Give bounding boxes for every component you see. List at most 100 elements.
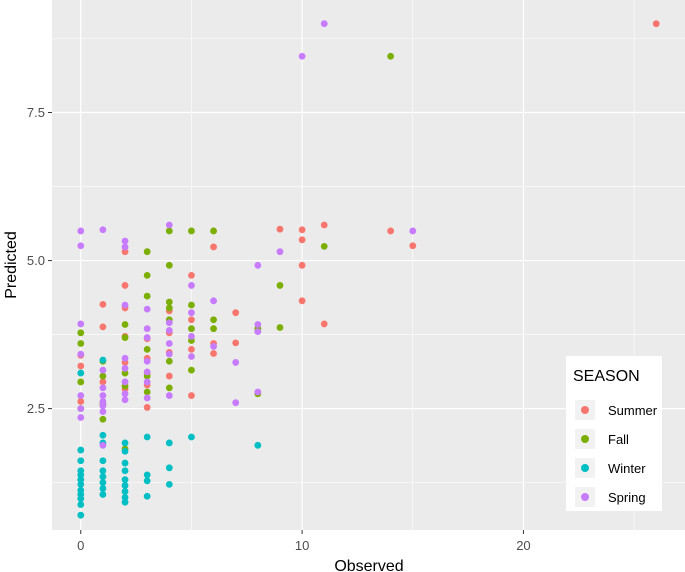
point-spring [99,226,107,234]
legend-label-summer: Summer [608,403,658,418]
point-spring [143,305,151,313]
point-spring [254,328,262,336]
point-spring [165,221,173,229]
point-fall [143,345,151,353]
point-spring [165,392,173,399]
point-spring [99,392,107,399]
legend-label-winter: Winter [608,461,646,476]
point-fall [121,321,129,328]
point-spring [99,441,107,449]
legend-items: Summer Fall Winter Spring [575,400,658,507]
point-winter [143,433,151,441]
y-tick-label: 5.0 [27,253,45,268]
point-summer [99,378,107,386]
point-summer [188,271,195,279]
point-fall [165,227,173,235]
point-spring [77,392,85,399]
point-spring [121,354,129,362]
point-spring [143,378,151,386]
point-spring [121,301,129,309]
point-winter [99,431,107,439]
point-spring [254,388,262,396]
point-fall [320,242,328,250]
point-spring [210,343,217,350]
point-fall [276,324,284,331]
point-spring [409,227,417,235]
point-fall [387,52,395,60]
point-spring [165,350,173,358]
point-winter [77,471,85,479]
point-winter [143,471,151,479]
point-fall [99,372,107,380]
point-spring [165,340,173,347]
y-axis: 2.5 5.0 7.5 [27,105,52,416]
point-spring [77,320,85,328]
point-summer [77,362,85,370]
point-winter [121,459,129,467]
point-fall [121,369,129,377]
point-fall [165,304,173,312]
point-fall [165,384,173,392]
point-summer [232,309,240,317]
x-tick-label: 0 [77,538,84,553]
point-summer [188,316,195,324]
point-winter [77,446,85,454]
point-spring [121,396,129,404]
point-fall [210,325,217,333]
point-winter [99,467,107,475]
point-spring [77,414,85,421]
point-fall [165,298,173,306]
point-fall [99,415,107,423]
point-spring [254,321,262,328]
point-spring [188,309,195,317]
point-winter [254,441,262,449]
point-summer [298,226,306,234]
point-spring [232,399,240,407]
x-tick-label: 10 [295,538,309,553]
point-summer [77,398,85,405]
point-summer [99,323,107,331]
point-winter [77,495,85,503]
point-winter [99,356,107,364]
series-winter [77,356,262,519]
point-winter [121,439,129,447]
y-tick-label: 7.5 [27,105,45,120]
point-winter [77,457,85,465]
point-summer [409,242,417,250]
point-spring [121,378,129,386]
point-summer [320,320,328,328]
point-spring [77,350,85,358]
point-fall [143,271,151,279]
point-summer [320,221,328,229]
point-spring [210,297,217,305]
legend-swatch-spring [581,493,589,501]
point-spring [99,366,107,374]
point-spring [165,319,173,327]
point-fall [165,261,173,269]
point-fall [143,248,151,256]
point-fall [77,340,85,347]
point-fall [210,316,217,324]
point-winter [121,488,129,495]
point-spring [188,282,195,289]
point-fall [188,301,195,309]
point-spring [99,402,107,410]
point-spring [276,248,284,256]
x-axis-title: Observed [334,558,403,572]
point-spring [188,332,195,340]
legend-label-spring: Spring [608,490,646,505]
point-fall [165,357,173,365]
legend-label-fall: Fall [608,432,629,447]
legend: SEASON Summer Fall Winter Spring [566,356,662,511]
point-summer [232,339,240,347]
point-winter [121,476,129,484]
point-summer [210,350,217,357]
point-winter [121,447,129,455]
point-winter [99,457,107,465]
point-summer [276,225,284,233]
point-spring [143,368,151,376]
point-summer [121,282,129,289]
legend-swatch-winter [581,464,589,472]
point-spring [143,394,151,402]
point-summer [188,345,195,353]
